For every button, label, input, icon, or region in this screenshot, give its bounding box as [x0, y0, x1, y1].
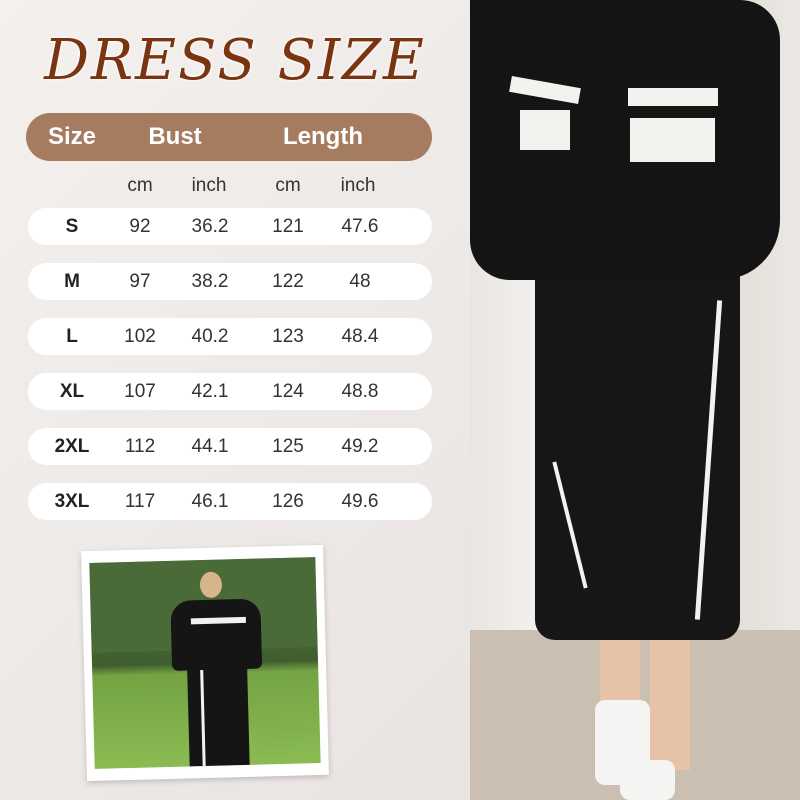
cell-length-cm: 125 — [272, 435, 304, 457]
cell-length-cm: 122 — [272, 270, 304, 292]
cell-size: XL — [59, 380, 85, 402]
cell-length-inch: 49.6 — [341, 490, 379, 512]
chart-title: DRESS SIZE — [44, 28, 426, 93]
cell-bust-cm: 107 — [124, 380, 156, 402]
cell-bust-inch: 46.1 — [191, 490, 229, 512]
table-row: S 92 36.2 121 47.6 — [28, 208, 432, 245]
cell-length-cm: 124 — [272, 380, 304, 402]
cell-bust-inch: 44.1 — [191, 435, 229, 457]
cell-size: 2XL — [54, 435, 90, 457]
cell-bust-inch: 38.2 — [191, 270, 229, 292]
table-row: XL 107 42.1 124 48.8 — [28, 373, 432, 410]
header-size: Size — [47, 123, 97, 150]
table-header: Size Bust Length — [26, 113, 432, 161]
cell-length-inch: 48.8 — [341, 380, 379, 402]
cell-length-cm: 126 — [272, 490, 304, 512]
table-row: 3XL 117 46.1 126 49.6 — [28, 483, 432, 520]
cell-bust-cm: 92 — [129, 215, 151, 237]
table-row: M 97 38.2 122 48 — [28, 263, 432, 300]
cell-size: S — [65, 215, 79, 237]
size-chart-panel: DRESS SIZE Size Bust Length cm inch cm i… — [0, 0, 470, 800]
cell-size: 3XL — [54, 490, 90, 512]
unit-length-cm: cm — [275, 175, 301, 196]
cell-length-cm: 123 — [272, 325, 304, 347]
cell-bust-cm: 97 — [129, 270, 151, 292]
cell-bust-cm: 102 — [124, 325, 156, 347]
units-row: cm inch cm inch — [0, 172, 470, 200]
product-photo — [470, 0, 800, 800]
cell-bust-inch: 42.1 — [191, 380, 229, 402]
cell-length-inch: 47.6 — [341, 215, 379, 237]
cell-size: M — [64, 270, 80, 292]
table-row: L 102 40.2 123 48.4 — [28, 318, 432, 355]
table-row: 2XL 112 44.1 125 49.2 — [28, 428, 432, 465]
cell-bust-cm: 117 — [124, 490, 156, 512]
cell-length-inch: 48.4 — [341, 325, 379, 347]
unit-length-inch: inch — [340, 175, 376, 196]
cell-length-inch: 49.2 — [341, 435, 379, 457]
cell-bust-inch: 40.2 — [191, 325, 229, 347]
header-bust: Bust — [148, 123, 202, 150]
cell-bust-cm: 112 — [124, 435, 156, 457]
cell-size: L — [66, 325, 78, 347]
header-length: Length — [283, 123, 363, 150]
unit-bust-inch: inch — [191, 175, 227, 196]
cell-length-cm: 121 — [272, 215, 304, 237]
inset-photo — [81, 544, 329, 782]
cell-bust-inch: 36.2 — [191, 215, 229, 237]
unit-bust-cm: cm — [127, 175, 153, 196]
cell-length-inch: 48 — [349, 270, 371, 292]
